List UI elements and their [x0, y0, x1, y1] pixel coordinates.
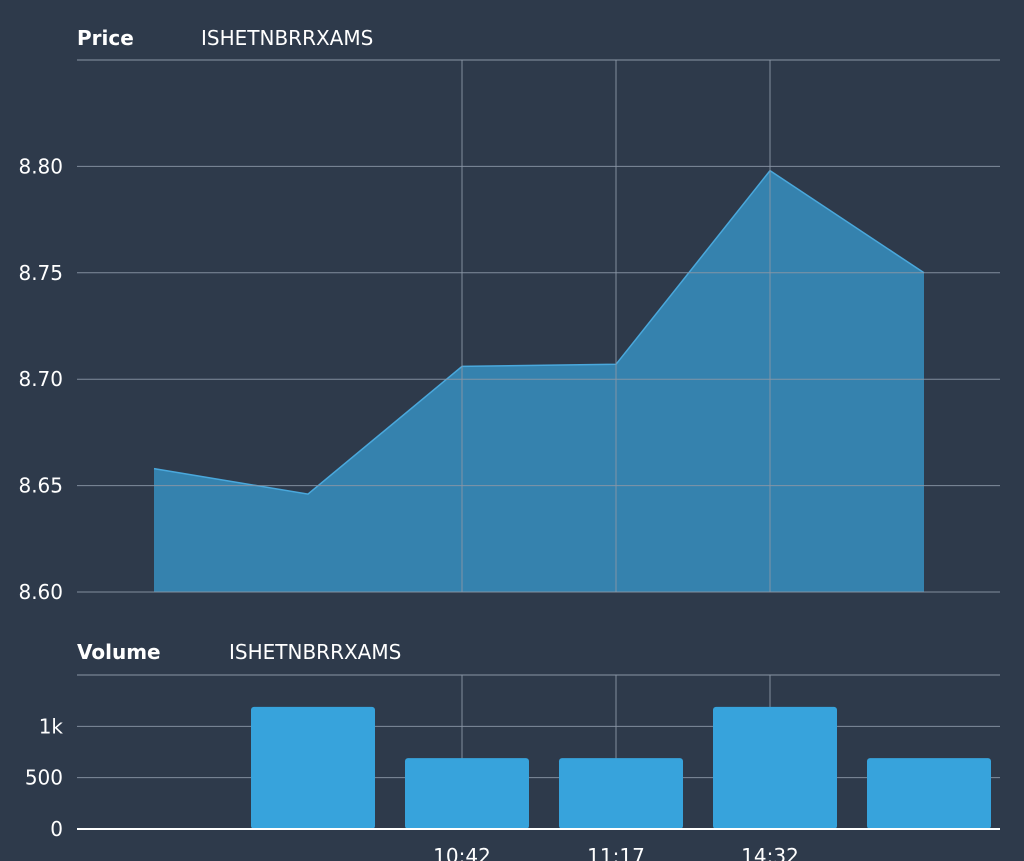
volume-bar	[867, 758, 991, 829]
volume-bar	[559, 758, 683, 829]
price-panel-title: Price	[77, 26, 134, 50]
price-area	[154, 170, 924, 592]
volume-panel-title: Volume	[77, 640, 161, 664]
volume-panel-header: Volume ISHETNBRRXAMS	[77, 640, 401, 664]
price-panel-header: Price ISHETNBRRXAMS	[77, 26, 373, 50]
time-xtick-label: 10:42	[433, 844, 491, 861]
time-xtick-label: 11:17	[587, 844, 645, 861]
volume-bar	[405, 758, 529, 829]
price-ytick-label: 8.60	[18, 580, 63, 604]
volume-bar	[713, 706, 837, 829]
time-xtick-label: 14:32	[741, 844, 799, 861]
volume-ytick-label: 500	[25, 766, 63, 790]
price-line	[153, 169, 925, 495]
price-ytick-label: 8.75	[18, 261, 63, 285]
price-ytick-label: 8.65	[18, 474, 63, 498]
volume-ytick-label: 1k	[39, 714, 64, 738]
price-panel-symbol: ISHETNBRRXAMS	[201, 26, 374, 50]
price-ytick-label: 8.70	[18, 367, 63, 391]
volume-ytick-label: 0	[50, 817, 63, 841]
price-ytick-label: 8.80	[18, 154, 63, 178]
volume-bar	[251, 706, 375, 829]
volume-panel-symbol: ISHETNBRRXAMS	[229, 640, 402, 664]
